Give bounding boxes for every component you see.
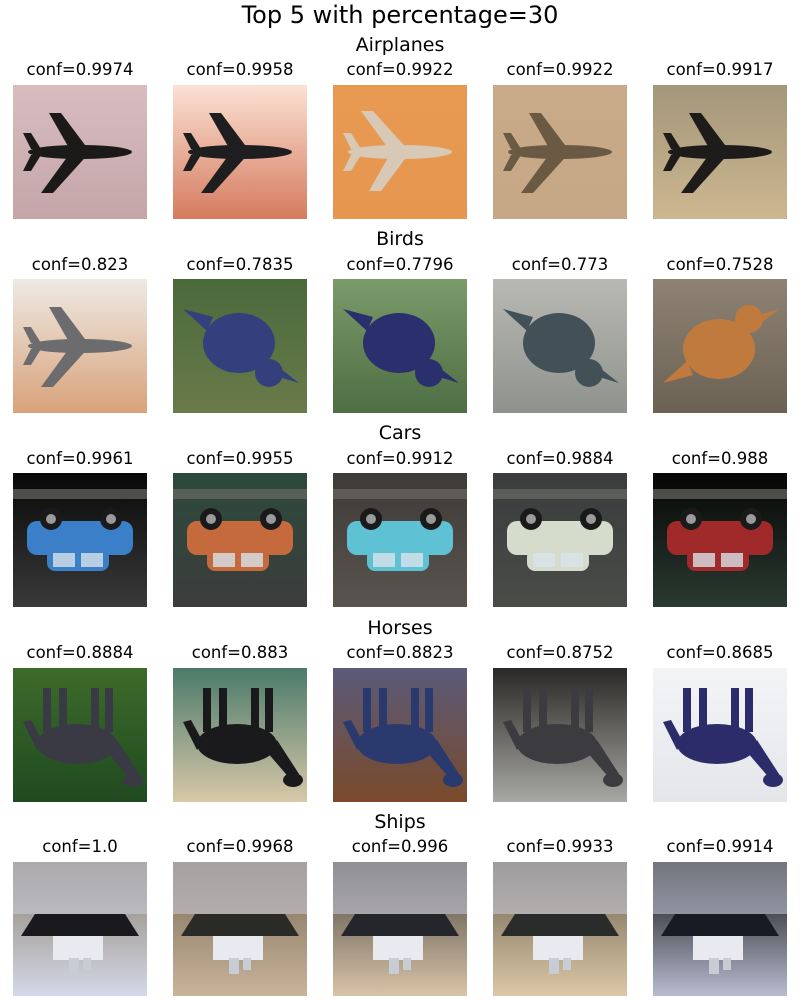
thumbnail-image: [333, 862, 467, 996]
horse-icon: [493, 668, 627, 802]
thumbnail-image: [13, 668, 147, 802]
ship-icon: [173, 862, 307, 996]
thumbnail-image: [333, 473, 467, 607]
thumbnail-image: [493, 279, 627, 413]
section-title: Horses: [367, 617, 433, 639]
section-title: Ships: [374, 811, 426, 833]
thumbnail-image: [653, 473, 787, 607]
airplane-icon: [173, 85, 307, 219]
horse-icon: [13, 668, 147, 802]
confidence-label: conf=0.9968: [186, 837, 294, 856]
thumbnail-image: [493, 668, 627, 802]
car-icon: [333, 473, 467, 607]
bird-icon: [333, 279, 467, 413]
confidence-label: conf=0.9917: [666, 60, 774, 79]
section-title: Cars: [378, 422, 422, 444]
confidence-label: conf=0.9912: [346, 449, 454, 468]
confidence-label: conf=0.8884: [26, 643, 134, 662]
bird-icon: [493, 279, 627, 413]
thumbnail-image: [493, 862, 627, 996]
ship-icon: [493, 862, 627, 996]
confidence-label: conf=0.7796: [346, 255, 454, 274]
confidence-label: conf=0.773: [511, 255, 609, 274]
bird-icon: [173, 279, 307, 413]
ship-icon: [13, 862, 147, 996]
airplane-icon: [653, 85, 787, 219]
confidence-label: conf=0.7528: [666, 255, 774, 274]
thumbnail-image: [13, 473, 147, 607]
confidence-label: conf=1.0: [42, 837, 118, 856]
confidence-label: conf=0.883: [191, 643, 289, 662]
car-icon: [173, 473, 307, 607]
car-icon: [13, 473, 147, 607]
thumbnail-image: [13, 85, 147, 219]
confidence-label: conf=0.988: [671, 449, 769, 468]
thumbnail-image: [13, 279, 147, 413]
confidence-label: conf=0.9922: [506, 60, 614, 79]
confidence-label: conf=0.9914: [666, 837, 774, 856]
ship-icon: [333, 862, 467, 996]
car-icon: [653, 473, 787, 607]
thumbnail-image: [173, 668, 307, 802]
confidence-label: conf=0.9922: [346, 60, 454, 79]
thumbnail-image: [653, 668, 787, 802]
confidence-label: conf=0.7835: [186, 255, 294, 274]
ship-icon: [653, 862, 787, 996]
car-icon: [493, 473, 627, 607]
airplane-icon: [493, 85, 627, 219]
thumbnail-image: [493, 85, 627, 219]
confidence-label: conf=0.9933: [506, 837, 614, 856]
horse-icon: [653, 668, 787, 802]
thumbnail-image: [493, 473, 627, 607]
confidence-label: conf=0.8685: [666, 643, 774, 662]
airplane-icon: [13, 279, 147, 413]
section-title: Birds: [376, 228, 424, 250]
confidence-label: conf=0.8752: [506, 643, 614, 662]
thumbnail-image: [653, 279, 787, 413]
thumbnail-image: [333, 668, 467, 802]
airplane-icon: [333, 85, 467, 219]
thumbnail-image: [333, 279, 467, 413]
confidence-label: conf=0.9958: [186, 60, 294, 79]
thumbnail-image: [173, 862, 307, 996]
confidence-label: conf=0.9955: [186, 449, 294, 468]
horse-icon: [173, 668, 307, 802]
confidence-label: conf=0.9884: [506, 449, 614, 468]
figure-title: Top 5 with percentage=30: [241, 1, 559, 29]
horse-icon: [333, 668, 467, 802]
confidence-label: conf=0.9961: [26, 449, 134, 468]
confidence-label: conf=0.823: [31, 255, 129, 274]
thumbnail-image: [653, 862, 787, 996]
confidence-label: conf=0.9974: [26, 60, 134, 79]
confidence-label: conf=0.8823: [346, 643, 454, 662]
thumbnail-image: [173, 279, 307, 413]
thumbnail-image: [13, 862, 147, 996]
bird-icon: [653, 279, 787, 413]
confidence-label: conf=0.996: [351, 837, 449, 856]
thumbnail-image: [333, 85, 467, 219]
airplane-icon: [13, 85, 147, 219]
thumbnail-image: [173, 85, 307, 219]
thumbnail-image: [173, 473, 307, 607]
thumbnail-image: [653, 85, 787, 219]
section-title: Airplanes: [355, 34, 445, 56]
